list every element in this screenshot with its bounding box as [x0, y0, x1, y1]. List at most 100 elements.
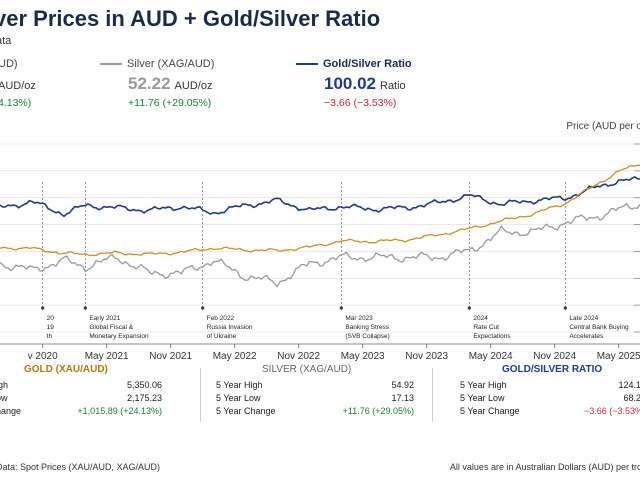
series-layer	[0, 164, 640, 288]
stats-ratio: GOLD/SILVER RATIO 5 Year High 124.15 5 Ye…	[460, 364, 640, 424]
annotation-label: (SVB Collapse)	[345, 333, 389, 340]
legend-silver-unit: AUD/oz	[174, 80, 213, 92]
stats-ratio-row: 5 Year Change −3.66 (−3.53%)	[460, 406, 640, 418]
annotation-label: Early 2021	[89, 315, 120, 322]
annotation-label: of Ukraine	[207, 333, 237, 340]
annotation-label: Expectations	[473, 333, 511, 340]
stats-gold-label: igh	[0, 380, 9, 390]
stats-ratio-label: 5 Year High	[460, 380, 507, 390]
chart-title: ver Prices in AUD + Gold/Silver Ratio	[0, 6, 381, 31]
legend-silver-value-row: 52.22 AUD/oz	[128, 74, 214, 94]
stats-divider	[200, 368, 201, 422]
annotation-marker	[467, 306, 471, 310]
x-tick-label: Nov 2023	[405, 351, 448, 362]
annotation-label: 19	[47, 324, 55, 331]
legend-ratio-value-row: 100.02 Ratio	[324, 74, 412, 94]
stats-silver-value: 54.92	[391, 380, 414, 390]
annotation-marker	[41, 306, 45, 310]
stats-ratio-row: 5 Year High 124.15	[460, 380, 640, 392]
x-tick-label: May 2024	[469, 351, 513, 362]
stats-gold-value: +1,015.89 (+24.13%)	[77, 406, 162, 416]
stats-gold-row: hange +1,015.89 (+24.13%)	[0, 406, 162, 418]
stats-silver-row: 5 Year Change +11.76 (+29.05%)	[216, 406, 414, 418]
price-chart: 20 19 th Early 2021 Global Fiscal & Monetary …	[0, 143, 640, 362]
stats-gold-row: igh 5,350.06	[0, 380, 162, 392]
stats-ratio-label: 5 Year Change	[460, 406, 520, 416]
legend-ratio-swatch	[296, 63, 318, 66]
annotation-label: Monetary Expansion	[89, 333, 149, 340]
stats-ratio-value: −3.66 (−3.53%)	[583, 406, 640, 416]
legend-silver-value: 52.22	[128, 74, 171, 93]
legend-gold-change: 4.13%)	[0, 97, 32, 109]
legend-silver-swatch	[100, 63, 122, 66]
legend-silver: Silver (XAG/AUD) 52.22 AUD/oz +11.76 (+29…	[100, 58, 214, 109]
x-tick-label: May 2025	[597, 351, 640, 362]
series-line-ratio	[0, 175, 640, 218]
legend-gold-unit: AUD/oz	[0, 80, 36, 92]
annotation-label: 2024	[473, 315, 488, 322]
legend-ratio-name-row: Gold/Silver Ratio	[296, 58, 412, 70]
annotation-label: Mar 2023	[345, 315, 373, 322]
annotation-label: 20	[47, 315, 55, 322]
annotation-label: Rate Cut	[473, 324, 499, 331]
x-tick-label: May 2021	[85, 351, 129, 362]
stats-gold-title: GOLD (XAU/AUD)	[24, 364, 108, 375]
x-tick-label: Nov 2021	[149, 351, 192, 362]
stats-gold-value: 2,175.23	[126, 393, 162, 403]
stats-silver-label: 5 Year Change	[216, 406, 276, 416]
legend-ratio-change: −3.66 (−3.53%)	[324, 97, 397, 109]
annotation-marker	[201, 306, 205, 310]
series-line-silver	[0, 202, 640, 288]
stats-silver-value: +11.76 (+29.05%)	[342, 406, 414, 416]
legend-gold: UD) AUD/oz 4.13%)	[0, 58, 36, 109]
footer-source: Data: Spot Prices (XAU/AUD, XAG/AUD)	[0, 462, 161, 472]
grid-layer	[0, 143, 640, 333]
annotation-label: Russia Invasion	[207, 324, 253, 331]
x-axis: v 2020 May 2021 Nov 2021 May 2022 Nov 2022 Ma…	[0, 343, 640, 362]
stats-gold-value: 5,350.06	[126, 380, 162, 390]
annotation-label: Banking Stress	[345, 324, 389, 331]
x-tick-label: Nov 2024	[533, 351, 576, 362]
legend-silver-change: +11.76 (+29.05%)	[128, 97, 212, 109]
y-axis-title: Price (AUD per o	[566, 121, 640, 132]
annotation-label: Feb 2022	[207, 315, 235, 322]
annotation-label: Accelerates	[569, 333, 604, 340]
stats-gold-label: ow	[0, 393, 8, 403]
legend-ratio-value: 100.02	[324, 74, 376, 93]
annotation-marker	[83, 306, 87, 310]
stats-silver-label: 5 Year High	[216, 380, 263, 390]
legend-ratio-unit: Ratio	[380, 80, 406, 92]
stats-ratio-row: 5 Year Low 68.20	[460, 393, 640, 405]
chart-subtitle: ata	[0, 35, 12, 47]
stats-ratio-title: GOLD/SILVER RATIO	[502, 364, 603, 375]
x-tick-label: Nov 2022	[277, 351, 320, 362]
legend-ratio-name: Gold/Silver Ratio	[323, 58, 412, 70]
stats-silver-row: 5 Year Low 17.13	[216, 393, 414, 405]
stats-silver-value: 17.13	[391, 393, 414, 403]
series-line-gold	[0, 164, 640, 257]
annotation-marker	[339, 306, 343, 310]
legend-gold-name: UD)	[0, 58, 18, 70]
stats-silver-label: 5 Year Low	[216, 393, 261, 403]
annotation-layer: 20 19 th Early 2021 Global Fiscal & Monetary …	[41, 182, 629, 340]
stats-gold-row: ow 2,175.23	[0, 393, 162, 405]
legend-ratio: Gold/Silver Ratio 100.02 Ratio −3.66 (−3.…	[296, 58, 412, 109]
stats-gold: GOLD (XAU/AUD) igh 5,350.06 ow 2,175.23 ha…	[0, 364, 162, 424]
stats-divider	[432, 368, 433, 422]
annotation-marker	[563, 306, 567, 310]
x-tick-label: v 2020	[28, 351, 58, 362]
annotation-label: Central Bank Buying	[569, 324, 629, 331]
annotation-label: Late 2024	[569, 315, 598, 322]
legend-gold-value: AUD/oz	[0, 74, 36, 94]
stats-silver: SILVER (XAG/AUD) 5 Year High 54.92 5 Year…	[216, 364, 414, 424]
stats-gold-label: hange	[0, 406, 22, 416]
stats-silver-row: 5 Year High 54.92	[216, 380, 414, 392]
stats-ratio-label: 5 Year Low	[460, 393, 505, 403]
annotation-label: Global Fiscal &	[89, 324, 133, 331]
x-tick-label: May 2022	[213, 351, 257, 362]
annotation-label: th	[47, 333, 53, 340]
legend-silver-name-row: Silver (XAG/AUD)	[100, 58, 214, 70]
x-tick-label: May 2023	[341, 351, 385, 362]
footer-note: All values are in Australian Dollars (AU…	[449, 462, 640, 472]
legend-silver-name: Silver (XAG/AUD)	[127, 58, 215, 70]
